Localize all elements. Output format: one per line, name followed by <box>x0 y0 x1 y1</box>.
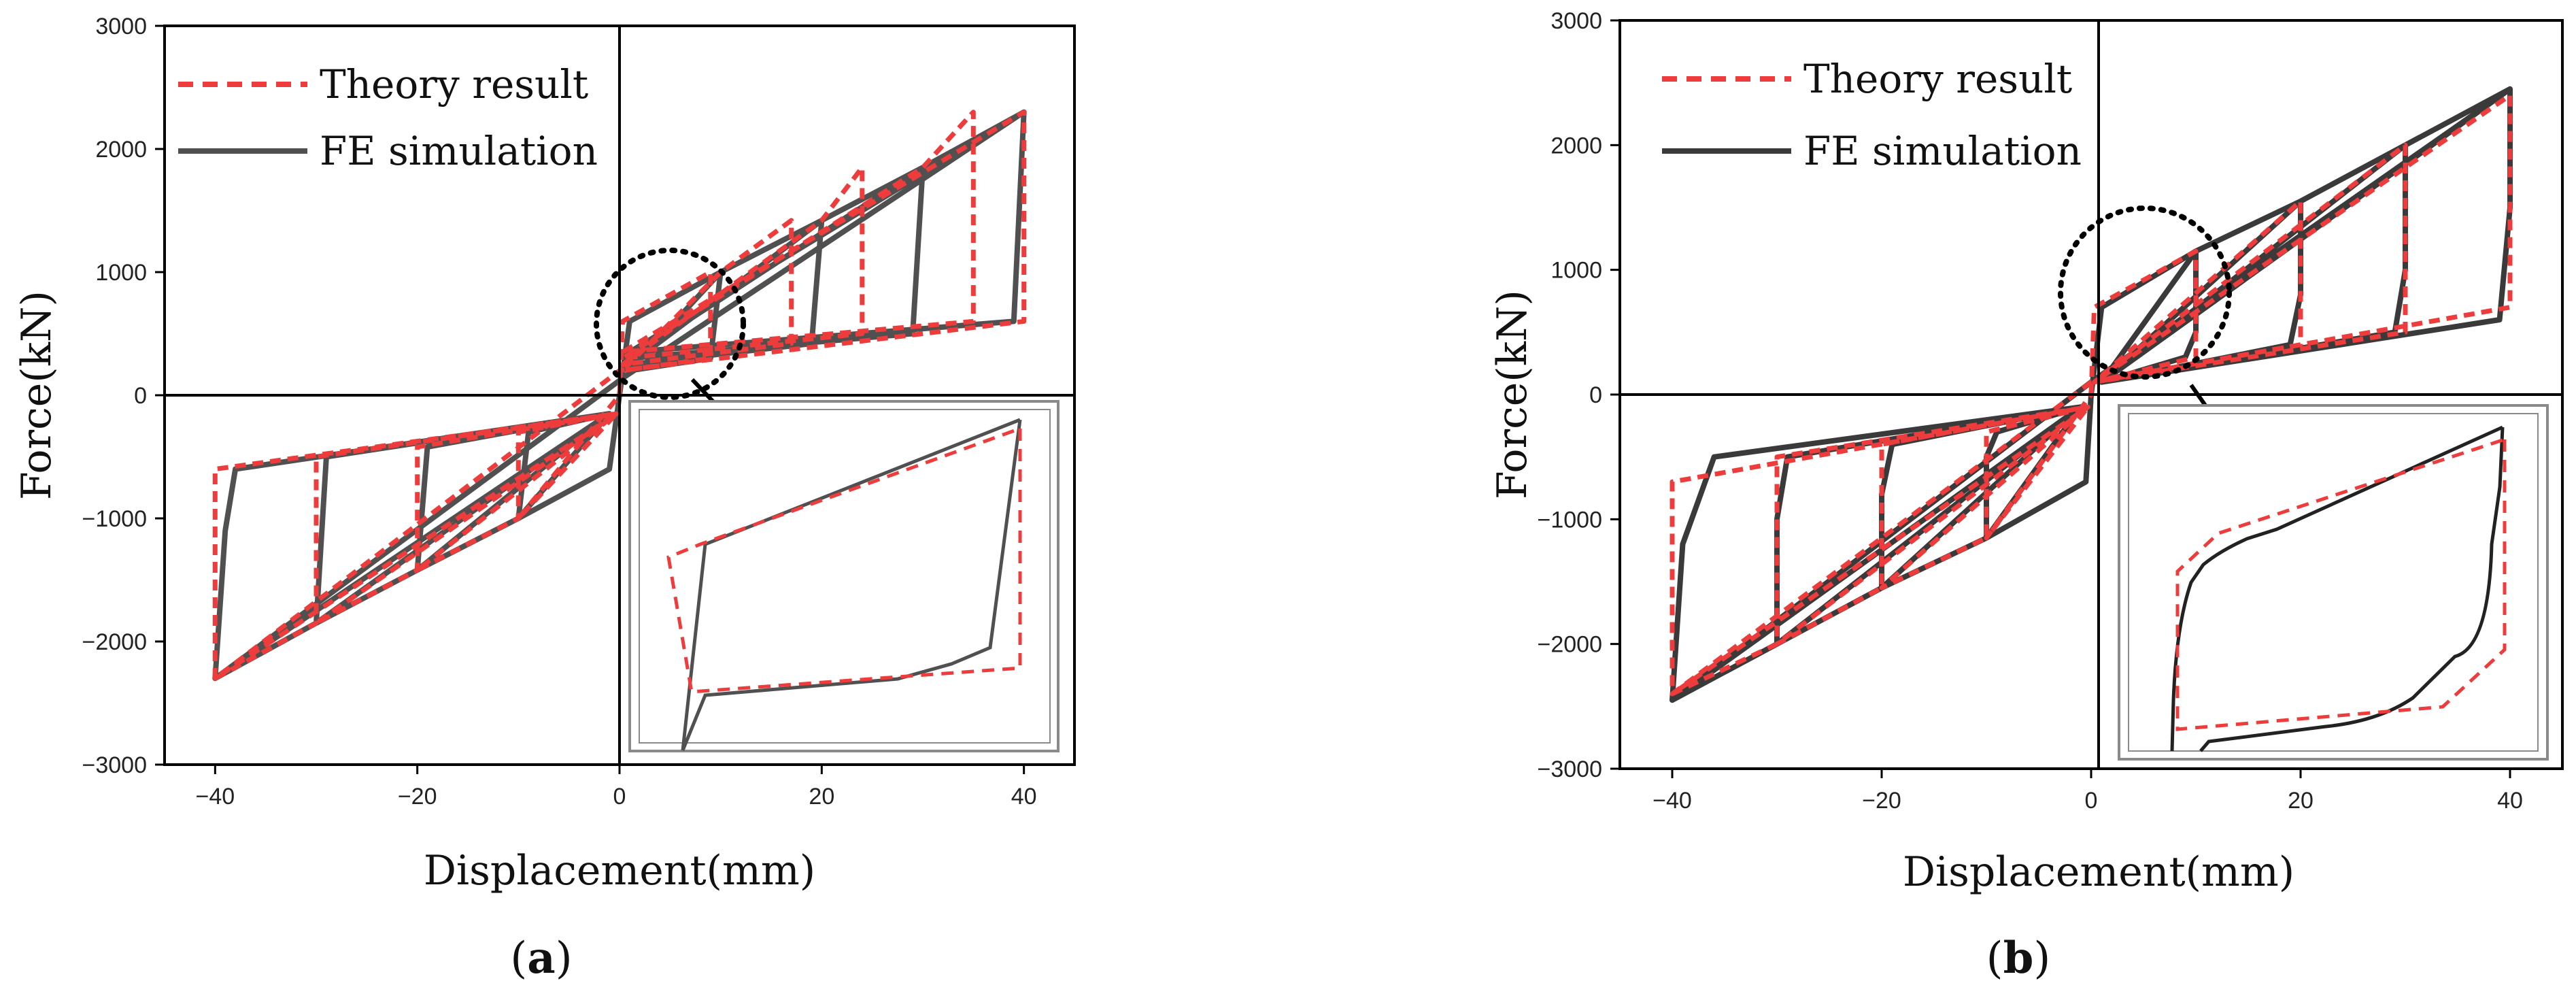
panel-b-ticks: −40 −20 0 20 40 −3000 −2000 −1000 0 1000 2000 3000 <box>1538 8 2523 814</box>
panel-b-y-tick-label: 1000 <box>1550 258 1602 284</box>
panel-a-zoom-circle <box>594 248 746 400</box>
panel-a-x-tick-label: −40 <box>195 784 235 810</box>
panel-b-inset-theory-loop <box>2175 437 2507 731</box>
panel-a-inset-theory-loop <box>666 427 1022 694</box>
panel-a-label-letter: a <box>527 933 555 984</box>
panel-a-legend-theory-label: Theory result <box>320 61 588 107</box>
panel-a-y-axis-title: Force(kN) <box>13 290 61 500</box>
panel-b-inset <box>2118 404 2549 761</box>
panel-a-inset-fe-loop <box>681 418 1022 751</box>
panel-a-inset-frame-outer <box>628 400 1060 752</box>
panel-b-y-tick-label: 3000 <box>1550 8 1602 34</box>
panel-a-y-tick-label: −3000 <box>82 752 148 778</box>
panel-b-y-tick-label: 0 <box>1589 382 1602 408</box>
panel-b-curves <box>1670 86 2513 703</box>
panel-a-legend-fe-label: FE simulation <box>320 128 598 174</box>
panel-a-x-tick-label: 40 <box>1011 784 1037 810</box>
panel-a-label: (a) <box>510 933 572 984</box>
panel-b-label: (b) <box>1986 933 2051 984</box>
panel-a-x-axis-title: Displacement(mm) <box>424 847 815 895</box>
panel-a-ticks: −40 −20 0 20 40 −3000 −2000 −1000 0 1000 2000 3000 <box>82 14 1037 810</box>
panel-b-label-letter: b <box>2003 933 2034 984</box>
panel-b-series-theory-line <box>1670 93 2513 697</box>
panel-b-inset-fe-loop <box>2170 425 2505 752</box>
panel-a-y-tick-label: −2000 <box>82 629 148 655</box>
panel-a-curves <box>212 109 1027 682</box>
panel-b-y-tick-label: −1000 <box>1538 507 1603 533</box>
panel-a: −40 −20 0 20 40−3000−2000−10000100020003000 … <box>13 14 1076 984</box>
panel-a-x-tick-label: 0 <box>613 784 626 810</box>
panel-b-x-axis-title: Displacement(mm) <box>1903 848 2294 896</box>
panel-b-legend-fe-label: FE simulation <box>1803 128 2082 174</box>
panel-a-y-tick-label: 1000 <box>95 260 147 286</box>
panel-b-x-tick-label: 20 <box>2288 788 2314 814</box>
panel-b-inset-frame-outer <box>2118 404 2549 761</box>
panel-b-inset-frame-inner <box>2128 413 2539 752</box>
panel-b-y-axis-title: Force(kN) <box>1489 290 1536 499</box>
panel-a-inset <box>628 400 1060 752</box>
panel-a-legend: Theory result FE simulation <box>178 61 598 174</box>
panel-b-x-tick-label: −40 <box>1653 788 1692 814</box>
panel-b-legend: Theory result FE simulation <box>1662 56 2082 174</box>
panel-b-y-tick-label: −3000 <box>1538 756 1603 782</box>
panel-b-legend-theory-label: Theory result <box>1803 56 2072 102</box>
panel-a-y-tick-label: 0 <box>134 383 147 409</box>
panel-a-x-tick-label: 20 <box>809 784 834 810</box>
panel-b-zoom-circle <box>2058 205 2232 380</box>
panel-b-y-tick-label: −2000 <box>1538 632 1603 658</box>
panel-b-x-tick-label: 40 <box>2497 788 2523 814</box>
panel-b-x-tick-label: −20 <box>1862 788 1901 814</box>
panel-a-y-tick-label: −1000 <box>82 506 148 532</box>
panel-b: −40 −20 0 20 40−3000−2000−10000100020003000 … <box>1489 8 2564 984</box>
panel-a-inset-frame-inner <box>639 409 1051 744</box>
panel-a-x-tick-label: −20 <box>398 784 437 810</box>
panel-b-y-tick-label: 2000 <box>1550 133 1602 159</box>
panel-a-y-tick-label: 2000 <box>95 137 147 163</box>
panel-b-x-tick-label: 0 <box>2085 788 2098 814</box>
panel-a-y-tick-label: 3000 <box>95 14 147 39</box>
panel-a-series-theory-line <box>212 110 1027 681</box>
